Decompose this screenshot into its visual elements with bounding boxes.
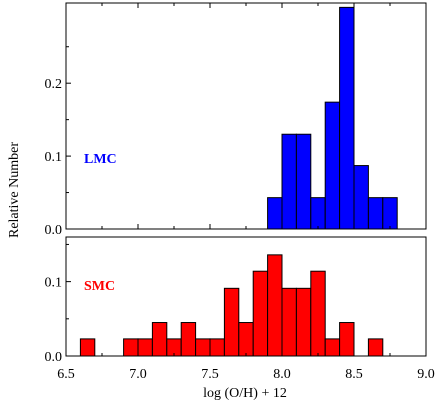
smc-y-ticks: 0.0 0.1 (45, 243, 71, 365)
lmc-bar (267, 197, 283, 230)
smc-bar (79, 338, 96, 357)
lmc-bar (382, 197, 398, 230)
lmc-bars (267, 6, 398, 230)
smc-y-tick-label: 0.0 (45, 350, 63, 365)
lmc-bar (367, 197, 384, 230)
smc-bar (223, 287, 240, 357)
smc-y-tick-label: 0.1 (45, 276, 63, 291)
lmc-panel-label: LMC (84, 152, 117, 167)
lmc-plot-frame (65, 2, 427, 230)
smc-plot-frame (65, 236, 427, 357)
smc-bar (195, 338, 211, 357)
smc-bar (252, 270, 269, 357)
lmc-bar (295, 133, 312, 230)
lmc-y-ticks: 0.0 0.1 0.2 (45, 46, 71, 238)
x-tick-label: 7.0 (129, 367, 147, 382)
smc-bar (209, 338, 225, 357)
smc-panel: 0.0 0.1 SMC (45, 236, 427, 365)
lmc-panel: 0.0 0.1 0.2 LMC (45, 2, 427, 238)
x-tick-label: 6.5 (57, 367, 75, 382)
smc-bars (79, 254, 384, 357)
smc-bar (324, 338, 341, 357)
smc-bar (137, 338, 153, 357)
lmc-bar (339, 6, 355, 230)
smc-bar (123, 338, 139, 357)
smc-bar (238, 322, 254, 357)
x-tick-label: 7.5 (201, 367, 219, 382)
x-axis-title: log (O/H) + 12 (203, 386, 287, 401)
lmc-bar (324, 101, 341, 230)
lmc-bar (310, 197, 326, 230)
smc-bar (267, 254, 283, 357)
lmc-bar (281, 133, 297, 230)
smc-bar (367, 338, 384, 357)
smc-bar (281, 287, 297, 357)
lmc-y-tick-label: 0.2 (45, 77, 63, 92)
x-tick-label: 9.0 (417, 367, 435, 382)
y-axis-title: Relative Number (7, 142, 22, 238)
smc-panel-label: SMC (84, 279, 115, 294)
smc-bar (295, 287, 312, 357)
lmc-bar (353, 165, 369, 230)
smc-bar (180, 322, 197, 357)
x-tick-label: 8.0 (273, 367, 291, 382)
x-tick-labels: 6.5 7.0 7.5 8.0 8.5 9.0 (57, 367, 435, 382)
smc-bar (151, 322, 168, 357)
x-tick-label: 8.5 (345, 367, 363, 382)
lmc-y-tick-label: 0.0 (45, 223, 63, 238)
smc-bar (339, 322, 355, 357)
smc-bar (310, 270, 326, 357)
lmc-x-ticks (65, 3, 427, 229)
lmc-y-tick-label: 0.1 (45, 150, 63, 165)
